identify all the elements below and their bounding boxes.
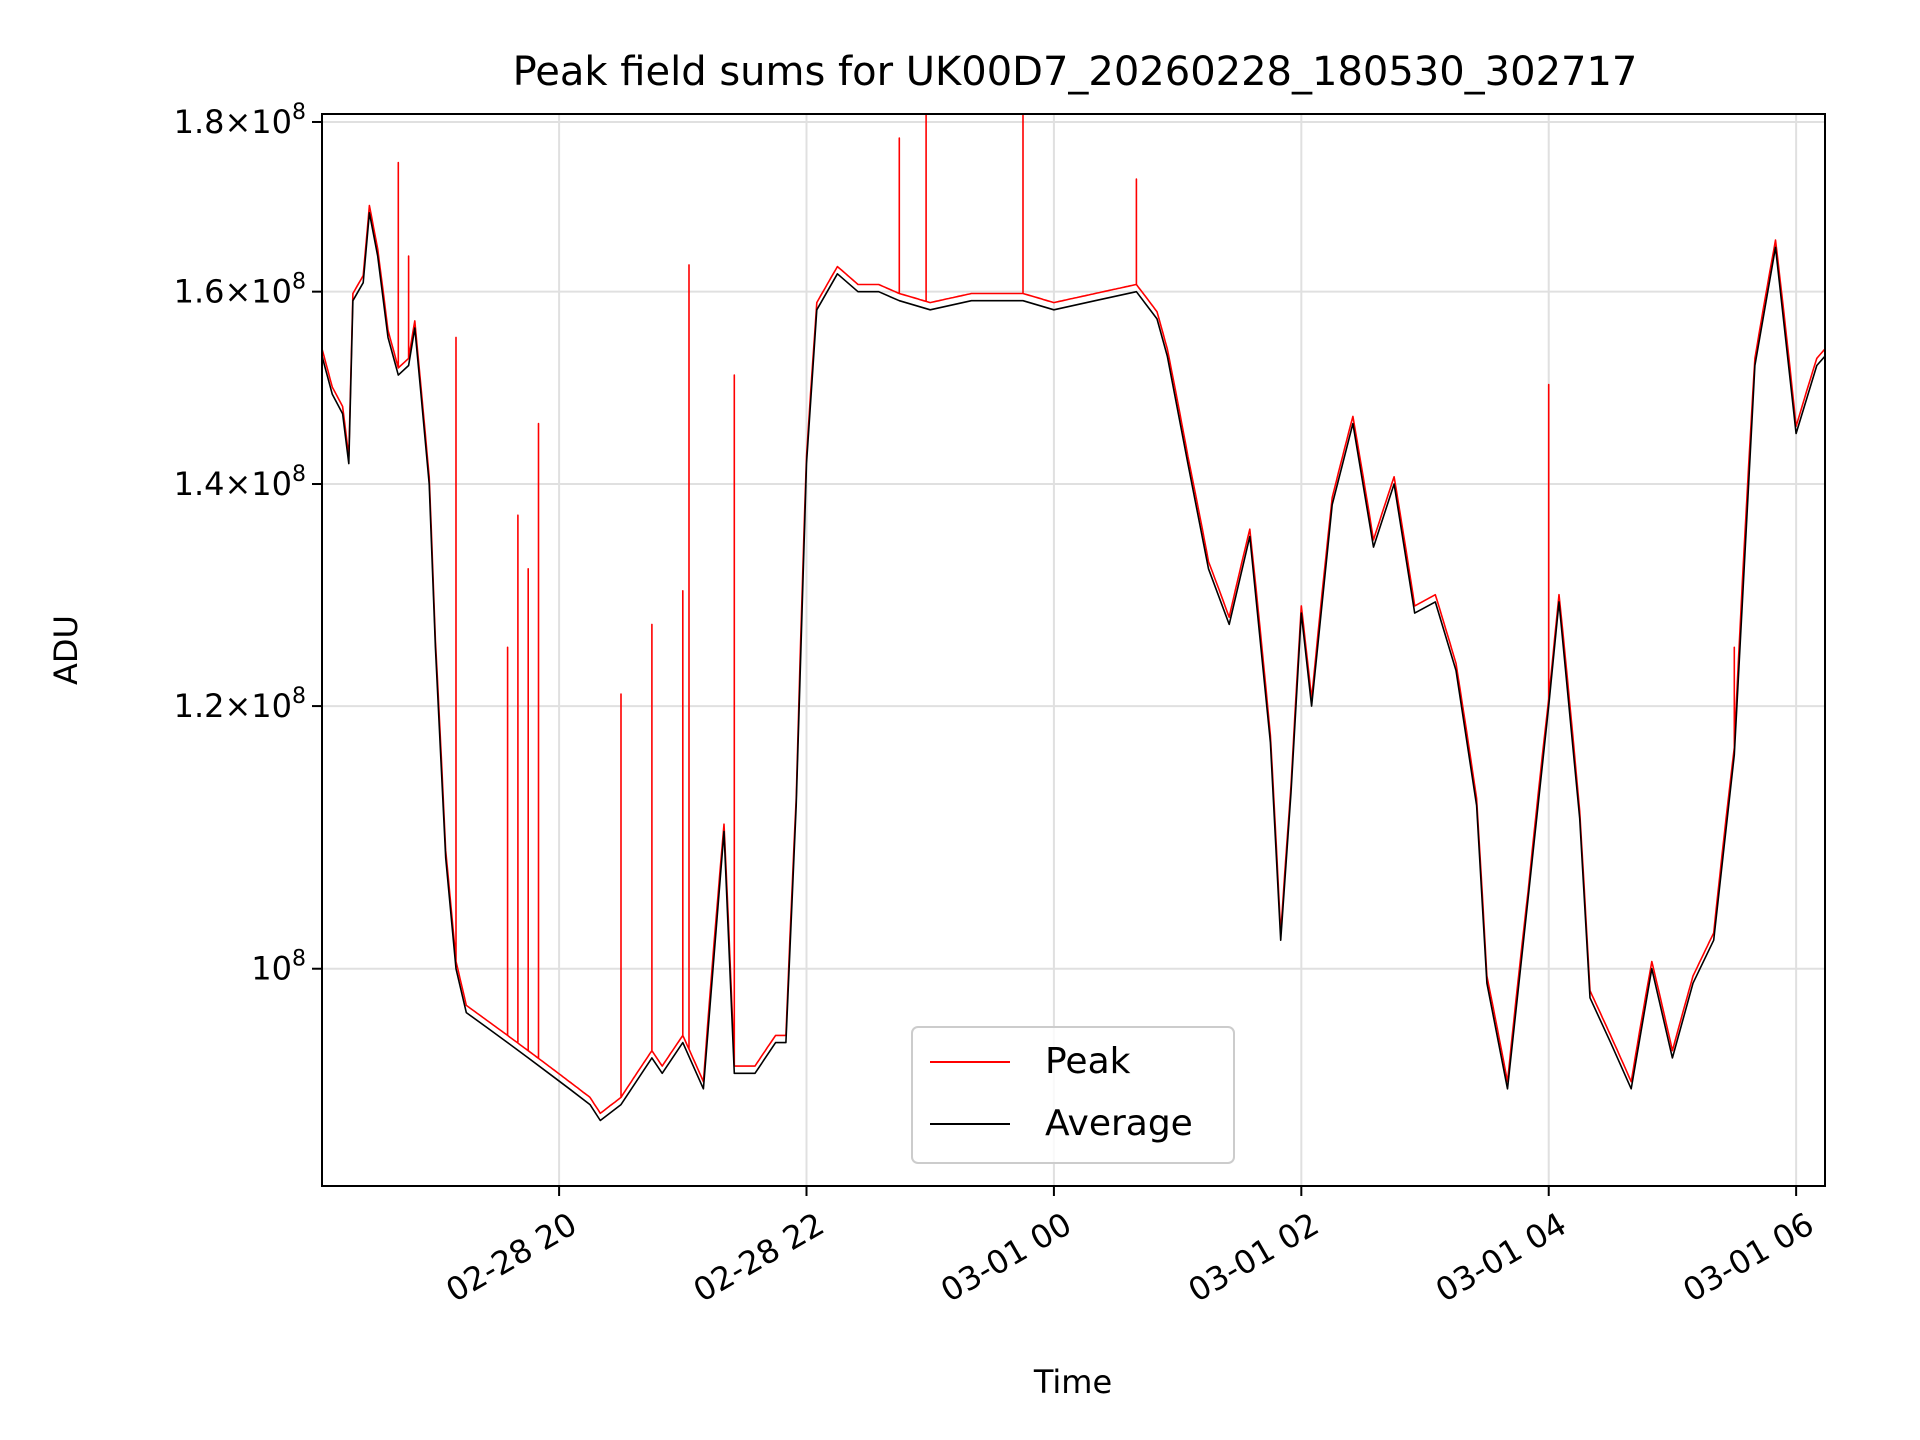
series-layer (322, 114, 1825, 1122)
series-peak-line (322, 114, 1825, 1115)
y-tick-label: 1.2×108 (174, 684, 306, 725)
plot-frame (321, 113, 1826, 1187)
x-axis-label: Time (1033, 1363, 1112, 1401)
chart-title: Peak field sums for UK00D7_20260228_1805… (513, 49, 1638, 95)
y-tick-label: 1.6×108 (174, 270, 306, 311)
y-tick-label: 1.4×108 (174, 462, 306, 503)
y-tick-label: 1.8×108 (174, 100, 306, 141)
y-axis-label: ADU (47, 615, 85, 685)
legend-average-label: Average (1045, 1103, 1193, 1144)
legend-peak-label: Peak (1045, 1041, 1131, 1082)
gridlines (322, 114, 1825, 1186)
series-average-line (322, 212, 1825, 1122)
legend: Peak Average (911, 1026, 1235, 1164)
